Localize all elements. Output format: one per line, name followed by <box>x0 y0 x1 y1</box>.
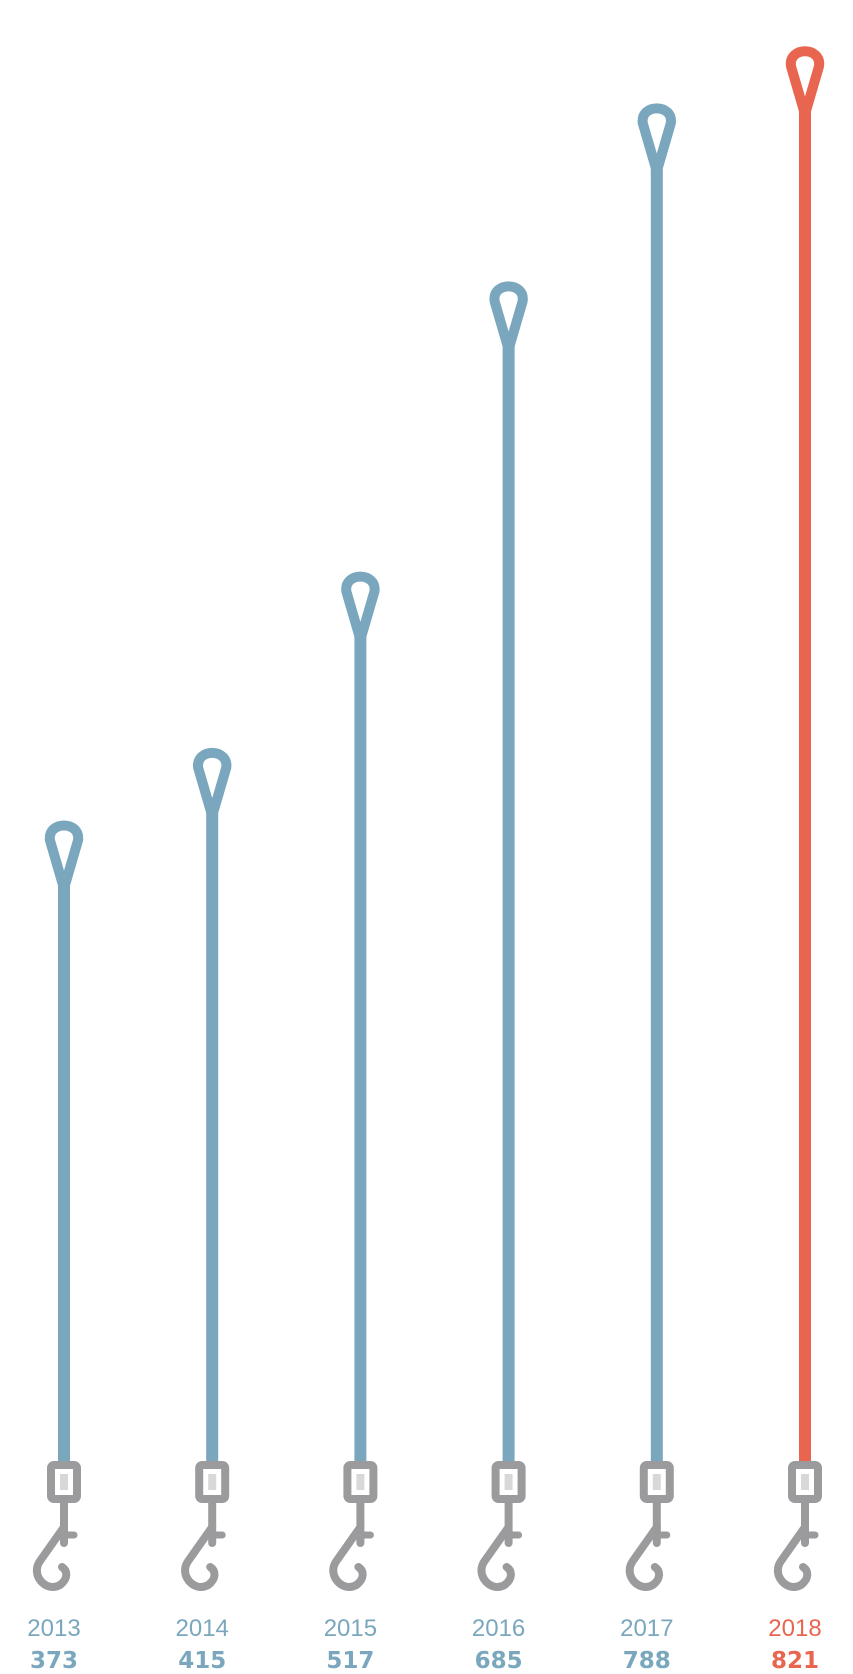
leash-clip-inner <box>208 1474 216 1490</box>
value-label: 821 <box>771 1648 819 1674</box>
leash-bar-2016: 2016 685 <box>472 286 525 1674</box>
leash-clip-inner <box>505 1474 513 1490</box>
value-label: 517 <box>326 1648 374 1674</box>
leash-bar-2018: 2018 821 <box>768 51 821 1674</box>
leash-snap-hook <box>333 1527 362 1587</box>
leash-clip-inner <box>356 1474 364 1490</box>
leash-clip-inner <box>60 1474 68 1490</box>
year-label: 2017 <box>620 1615 673 1642</box>
leash-clip-inner <box>801 1474 809 1490</box>
leash-snap-hook <box>481 1527 510 1587</box>
leash-clip-inner <box>653 1474 661 1490</box>
leash-handle-loop <box>346 577 374 640</box>
leash-bar-2014: 2014 415 <box>176 753 229 1674</box>
leash-snap-hook <box>37 1527 66 1587</box>
year-label: 2014 <box>176 1615 229 1642</box>
leash-snap-hook <box>778 1527 807 1587</box>
value-label: 373 <box>30 1648 78 1674</box>
leash-bar-2013: 2013 373 <box>27 825 80 1674</box>
year-label: 2015 <box>324 1615 377 1642</box>
value-label: 788 <box>623 1648 671 1674</box>
value-label: 415 <box>178 1648 226 1674</box>
leash-bar-2017: 2017 788 <box>620 108 673 1674</box>
leash-snap-hook <box>185 1527 214 1587</box>
leash-handle-loop <box>198 753 226 816</box>
year-label: 2016 <box>472 1615 525 1642</box>
year-label: 2018 <box>768 1615 821 1642</box>
value-label: 685 <box>475 1648 523 1674</box>
leash-handle-loop <box>643 108 671 171</box>
leash-handle-loop <box>50 825 78 888</box>
leash-snap-hook <box>630 1527 659 1587</box>
year-label: 2013 <box>27 1615 80 1642</box>
leash-handle-loop <box>494 286 522 349</box>
leash-handle-loop <box>791 51 819 114</box>
leash-bar-2015: 2015 517 <box>324 577 377 1674</box>
